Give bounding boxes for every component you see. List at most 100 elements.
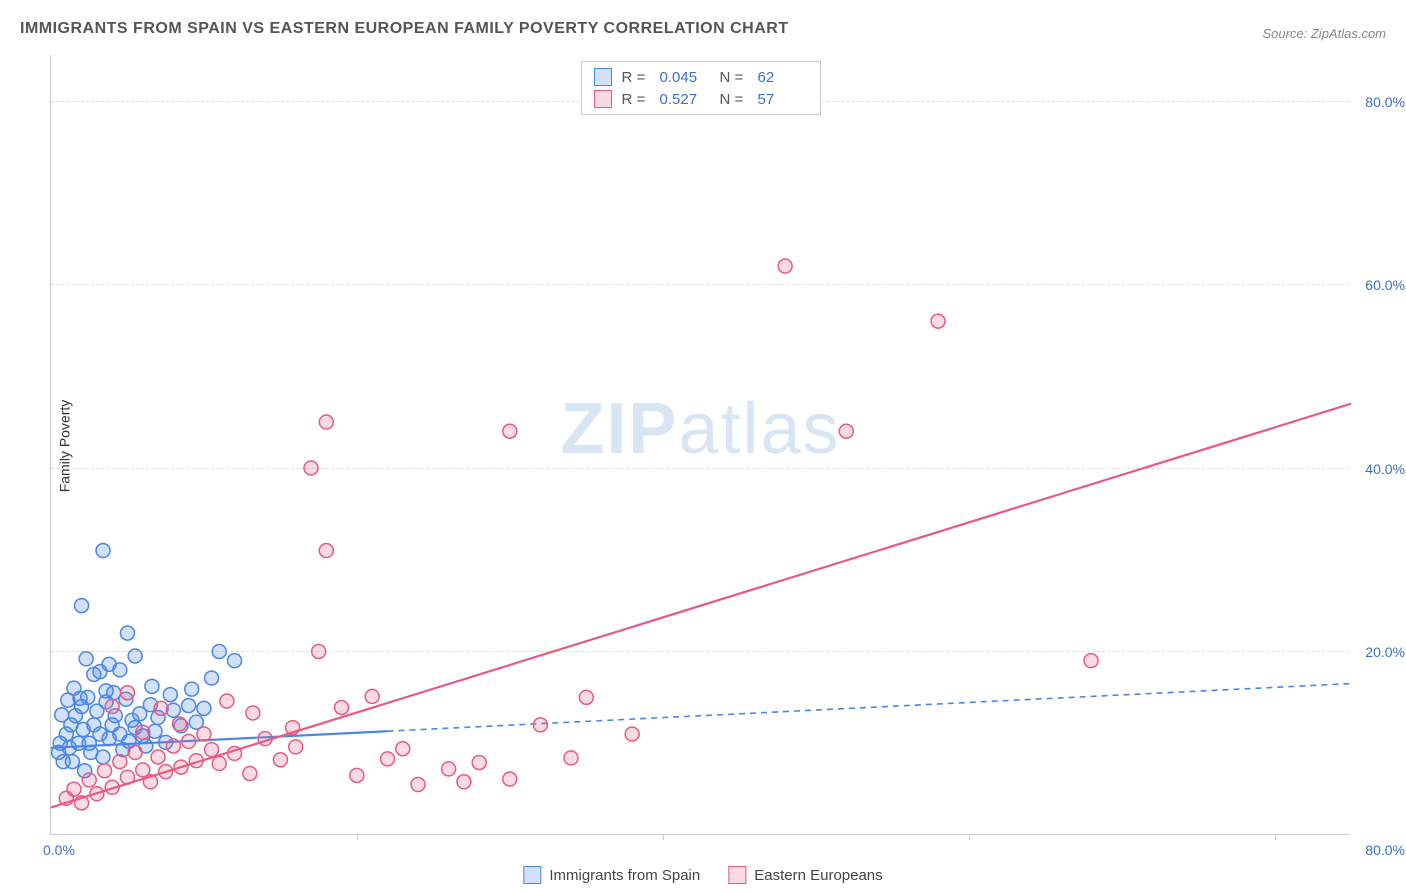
r-label: R = [622, 69, 650, 86]
scatter-point-eastern [839, 424, 853, 438]
scatter-point-spain [99, 684, 113, 698]
scatter-point-eastern [365, 689, 379, 703]
scatter-svg [51, 55, 1350, 834]
scatter-point-eastern [1084, 654, 1098, 668]
legend-label-spain: Immigrants from Spain [549, 867, 700, 884]
scatter-point-eastern [503, 424, 517, 438]
scatter-point-eastern [197, 727, 211, 741]
x-axis-start-label: 0.0% [43, 842, 75, 858]
legend-swatch-spain [594, 68, 612, 86]
plot-area: ZIPatlas 20.0%40.0%60.0%80.0% R =0.045N … [50, 55, 1350, 835]
scatter-point-eastern [120, 686, 134, 700]
scatter-point-spain [182, 699, 196, 713]
scatter-point-eastern [396, 742, 410, 756]
legend-swatch-eastern [728, 866, 746, 884]
scatter-point-eastern [243, 767, 257, 781]
scatter-point-spain [102, 657, 116, 671]
scatter-point-eastern [625, 727, 639, 741]
scatter-point-eastern [113, 755, 127, 769]
series-legend: Immigrants from Spain Eastern Europeans [523, 866, 882, 884]
scatter-point-spain [79, 652, 93, 666]
scatter-point-eastern [503, 772, 517, 786]
scatter-point-eastern [380, 752, 394, 766]
scatter-point-eastern [98, 764, 112, 778]
scatter-point-eastern [931, 314, 945, 328]
scatter-point-spain [228, 654, 242, 668]
scatter-point-eastern [312, 644, 326, 658]
scatter-point-spain [205, 671, 219, 685]
r-label: R = [622, 91, 650, 108]
scatter-point-eastern [205, 743, 219, 757]
scatter-point-eastern [212, 756, 226, 770]
scatter-point-eastern [182, 734, 196, 748]
scatter-point-spain [55, 708, 69, 722]
legend-item-eastern: Eastern Europeans [728, 866, 882, 884]
scatter-point-eastern [472, 756, 486, 770]
source-attribution: Source: ZipAtlas.com [1262, 26, 1386, 41]
scatter-point-spain [128, 649, 142, 663]
scatter-point-eastern [289, 740, 303, 754]
scatter-point-eastern [105, 700, 119, 714]
legend-swatch-eastern [594, 90, 612, 108]
correlation-legend: R = 0.045 N = 62 R = 0.527 N = 57 [581, 61, 821, 115]
scatter-point-eastern [335, 700, 349, 714]
y-tick-label: 20.0% [1365, 644, 1405, 660]
scatter-point-eastern [136, 725, 150, 739]
scatter-point-spain [65, 755, 79, 769]
scatter-point-spain [120, 626, 134, 640]
x-axis-end-label: 80.0% [1365, 842, 1405, 858]
scatter-point-eastern [564, 751, 578, 765]
legend-item-spain: Immigrants from Spain [523, 866, 700, 884]
scatter-point-spain [163, 688, 177, 702]
scatter-point-eastern [154, 701, 168, 715]
n-label: N = [720, 69, 748, 86]
n-value-spain: 62 [758, 69, 808, 86]
n-label: N = [720, 91, 748, 108]
scatter-point-eastern [166, 739, 180, 753]
scatter-point-eastern [67, 782, 81, 796]
legend-swatch-spain [523, 866, 541, 884]
x-tick [1275, 834, 1276, 840]
scatter-point-eastern [411, 778, 425, 792]
r-value-eastern: 0.527 [660, 91, 710, 108]
scatter-point-eastern [172, 717, 186, 731]
scatter-point-spain [185, 682, 199, 696]
y-tick-label: 40.0% [1365, 461, 1405, 477]
scatter-point-spain [96, 750, 110, 764]
legend-label-eastern: Eastern Europeans [754, 867, 882, 884]
scatter-point-eastern [220, 694, 234, 708]
x-tick [969, 834, 970, 840]
scatter-point-eastern [350, 768, 364, 782]
scatter-point-spain [145, 679, 159, 693]
scatter-point-eastern [128, 745, 142, 759]
scatter-point-eastern [533, 718, 547, 732]
scatter-point-eastern [304, 461, 318, 475]
scatter-point-eastern [319, 544, 333, 558]
scatter-point-spain [96, 544, 110, 558]
n-value-eastern: 57 [758, 91, 808, 108]
scatter-point-eastern [246, 706, 260, 720]
scatter-point-spain [87, 667, 101, 681]
x-tick [357, 834, 358, 840]
r-value-spain: 0.045 [660, 69, 710, 86]
scatter-point-eastern [151, 750, 165, 764]
scatter-point-spain [75, 599, 89, 613]
scatter-point-spain [73, 691, 87, 705]
scatter-point-eastern [457, 775, 471, 789]
scatter-point-eastern [273, 753, 287, 767]
legend-row-spain: R = 0.045 N = 62 [594, 66, 808, 88]
trend-line-eastern [51, 404, 1351, 808]
scatter-point-eastern [82, 773, 96, 787]
scatter-point-spain [197, 701, 211, 715]
chart-title: IMMIGRANTS FROM SPAIN VS EASTERN EUROPEA… [20, 20, 789, 38]
scatter-point-eastern [579, 690, 593, 704]
scatter-point-eastern [778, 259, 792, 273]
y-tick-label: 60.0% [1365, 277, 1405, 293]
scatter-point-eastern [319, 415, 333, 429]
scatter-point-spain [212, 644, 226, 658]
y-tick-label: 80.0% [1365, 94, 1405, 110]
legend-row-eastern: R = 0.527 N = 57 [594, 88, 808, 110]
trend-line-spain-dashed [387, 684, 1351, 732]
x-tick [663, 834, 664, 840]
scatter-point-eastern [442, 762, 456, 776]
